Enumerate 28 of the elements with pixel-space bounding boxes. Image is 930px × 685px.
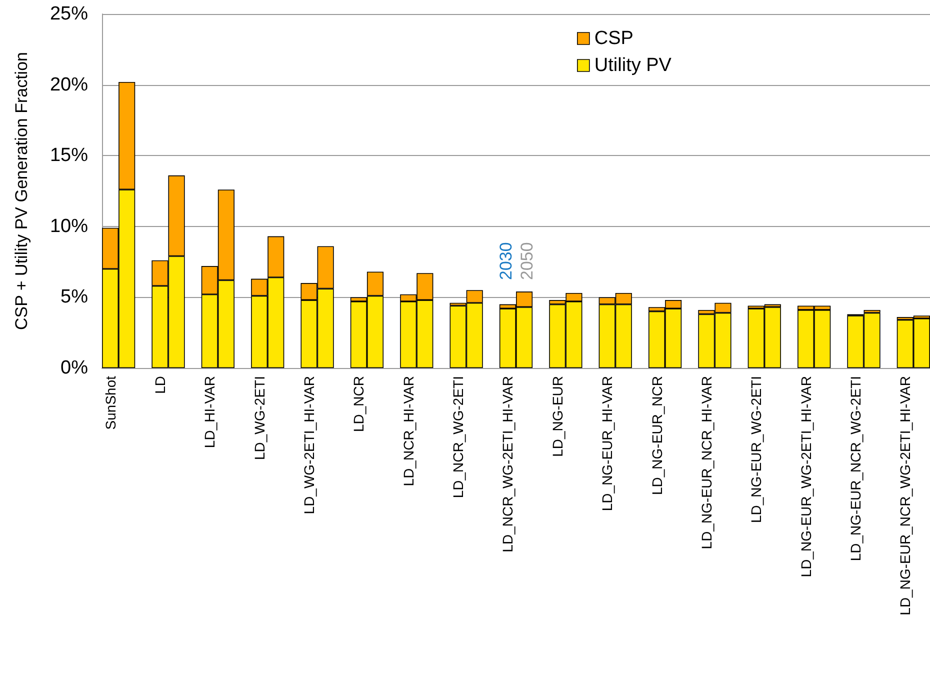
x-tick-label: LD_NG-EUR_NCR_WG-2ETI_HI-VAR [897,376,914,616]
legend-label: CSP [594,28,634,49]
x-tick-label: LD_NCR_WG-2ETI [450,376,466,498]
x-tick-label: SunShot [102,376,118,430]
x-tick-label: LD_NG-EUR_NCR [648,376,665,496]
annotation: 2030 [496,242,516,280]
y-tick-label: 0% [60,358,88,378]
x-tick-label: LD_NG-EUR_WG-2ETI_HI-VAR [798,376,814,578]
x-tick-label: LD_NCR [350,376,367,432]
y-tick-label: 25% [50,4,88,24]
annotation: 2050 [518,242,536,280]
y-tick-label: 15% [50,145,88,166]
x-tick-label: LD_NCR_HI-VAR [400,376,416,486]
x-tick-label: LD_NG-EUR_HI-VAR [599,376,616,512]
x-tick-label: LD [152,376,168,394]
x-tick-label: LD_NCR_WG-2ETI_HI-VAR [500,376,516,552]
x-tick-label: LD_NG-EUR_WG-2ETI [748,376,764,524]
x-tick-label: LD_NG-EUR_NCR_HI-VAR [698,376,714,550]
x-tick-label: LD_NG-EUR_NCR_WG-2ETI [847,376,864,562]
y-tick-label: 10% [50,216,88,237]
x-tick-label: LD_WG-2ETI [251,376,268,460]
legend-label: Utility PV [594,55,672,76]
y-tick-label: 5% [60,286,88,308]
y-axis-title: CSP + Utility PV Generation Fraction [12,52,31,330]
x-tick-label: LD_WG-2ETI_HI-VAR [301,376,317,514]
x-tick-label: LD_NG-EUR [549,376,566,457]
x-tick-label: LD_HI-VAR [202,376,218,448]
y-tick-label: 20% [50,74,88,96]
